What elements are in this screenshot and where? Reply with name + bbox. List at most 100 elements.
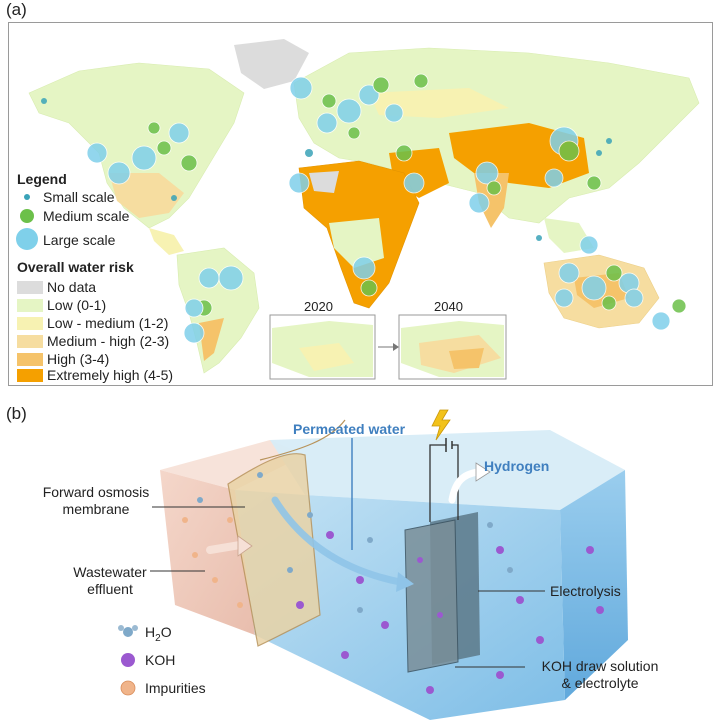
h2o-molecule [307,512,313,518]
inset-2040-high [449,348,484,369]
legend-large-scale-marker [16,228,38,250]
marker-large [288,172,310,194]
fo-membrane-label-line2: membrane [62,501,130,517]
risk-swatch-no-data [17,281,43,294]
electrolysis-wire-left [429,444,446,522]
key-impurities-label: Impurities [145,680,206,696]
north-america-risk [109,173,184,218]
inset-2020-risk [299,343,354,371]
marker-large [651,311,671,331]
marker-large [86,142,108,164]
koh-molecule [426,686,434,694]
marker-large [168,122,190,144]
wastewater-label-line2: effluent [87,581,133,597]
marker-medium [486,180,502,196]
h2o-molecule [357,607,363,613]
h2o-molecule [257,472,263,478]
electrolysis-wire-right [452,444,459,520]
forward-osmosis-membrane [227,453,321,647]
draw-solution-label-line1: KOH draw solution [541,658,659,674]
marker-large [384,103,404,123]
wastewater-inflow-arrow [206,541,244,554]
marker-large [183,322,205,344]
marker-small [536,235,542,241]
risk-swatch-high [17,353,43,366]
electrolysis-label: Electrolysis [550,583,621,599]
h2o-molecule [487,522,493,528]
koh-molecule [356,576,364,584]
h2o-molecules [197,472,513,613]
marker-small [171,195,177,201]
legend-small-scale-label: Small scale [43,189,115,205]
risk-label-high: High (3-4) [47,351,110,367]
central-america [149,228,184,255]
central-africa [329,218,384,268]
koh-molecule [596,606,604,614]
forward-osmosis-electrolysis-diagram [118,409,628,720]
lightning-bolt-icon [431,409,451,441]
risk-label-low-medium: Low - medium (1-2) [47,315,169,331]
koh-molecule [341,651,349,659]
marker-large [316,112,338,134]
marker-medium [347,126,361,140]
risk-swatch-low-medium [17,317,43,330]
inset-arrow-head [393,343,399,351]
marker-large [554,288,574,308]
marker-medium [180,154,198,172]
hydrogen-label: Hydrogen [484,458,550,474]
koh-molecule [516,596,524,604]
koh-molecule [417,557,423,563]
h2o-molecule [197,497,203,503]
impurity-particles [182,517,243,608]
marker-small [596,150,602,156]
marker-medium [147,121,161,135]
impurity-particle [237,602,243,608]
h2o-molecule [507,567,513,573]
project-markers [41,73,687,344]
south-america-risk [199,318,224,361]
key-h2o-sub: 2 [155,632,161,644]
electrolysis-plate-front [404,519,459,673]
koh-molecule [326,531,334,539]
koh-molecule [381,621,389,629]
marker-small [41,98,47,104]
north-america-landmass [28,62,245,229]
wastewater-effluent-label: Wastewater effluent [70,564,150,598]
impurity-particle [182,517,188,523]
marker-large [184,298,204,318]
risk-label-low: Low (0-1) [47,297,107,313]
world-water-risk-map: Legend Small scale Medium scale Large sc… [8,22,713,386]
key-h2o-label: H2O [145,624,172,644]
key-h2o-h: H [145,624,156,640]
risk-swatch-medium-high [17,335,43,348]
sahara-no-data [309,171,339,193]
marker-large [403,172,425,194]
fo-membrane-label-line1: Forward osmosis [42,484,150,500]
marker-large [468,192,490,214]
hydrogen-outflow-arrow [448,468,482,504]
panel-a-label: (a) [6,0,27,19]
draw-solution-label-line2: & electrolyte [561,675,639,691]
risk-legend-title: Overall water risk [17,259,134,275]
membrane-wave [259,419,346,461]
marker-medium [601,295,617,311]
koh-molecules [296,531,604,694]
marker-large [544,168,564,188]
marker-small [606,138,612,144]
permeate-flow-arrowhead [396,572,414,592]
marker-medium [395,144,413,162]
marker-medium [671,298,687,314]
marker-large [558,262,580,284]
legend-large-scale-label: Large scale [43,232,116,248]
risk-swatch-extremely-high [17,369,43,382]
marker-large [198,267,220,289]
impurity-particle [212,577,218,583]
h2o-molecule [367,537,373,543]
marker-large [107,161,131,185]
koh-molecule [586,546,594,554]
marker-large [131,145,157,171]
marker-medium [586,175,602,191]
key-koh-icon [121,653,135,667]
risk-label-medium-high: Medium - high (2-3) [47,333,170,349]
key-impurity-icon [120,680,136,696]
